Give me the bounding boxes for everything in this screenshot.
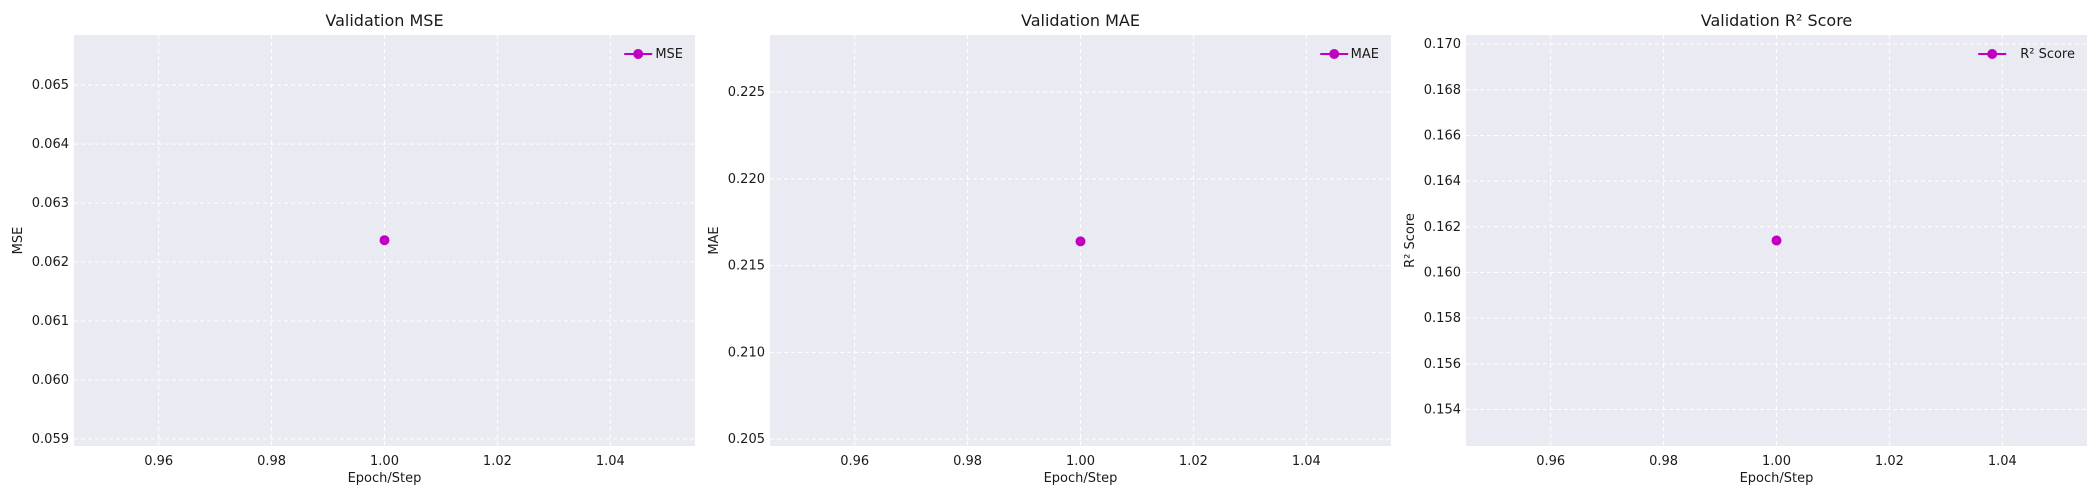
- x-tick-label: 1.00: [1066, 454, 1095, 469]
- y-tick-label: 0.162: [1424, 220, 1461, 235]
- x-tick-label: 0.96: [1536, 454, 1565, 469]
- y-axis-label: MSE: [11, 227, 26, 255]
- y-tick-label: 0.065: [32, 78, 69, 93]
- y-tick-label: 0.160: [1424, 265, 1461, 280]
- chart-panel-2: 0.96 0.98 1.00 1.02 1.04 0.205 0.210 0.215 0.220…: [707, 11, 1391, 486]
- y-tick-label: 0.225: [728, 85, 765, 100]
- chart-panel-1: 0.96 0.98 1.00 1.02 1.04 0.059 0.060 0.061 0.062…: [11, 11, 695, 486]
- legend-marker: [633, 49, 644, 59]
- x-tick-label: 0.96: [144, 454, 173, 469]
- y-tick-label: 0.060: [32, 373, 69, 388]
- x-tick-label: 0.98: [257, 454, 286, 469]
- legend-label: MSE: [655, 47, 683, 62]
- y-tick-label: 0.154: [1424, 402, 1461, 417]
- x-tick-label: 1.00: [1762, 454, 1791, 469]
- y-tick-label: 0.164: [1424, 174, 1461, 189]
- legend-label: R² Score: [2020, 47, 2075, 62]
- y-tick-label: 0.215: [728, 259, 765, 274]
- chart-title: Validation MSE: [325, 11, 443, 30]
- data-point: [1771, 235, 1782, 246]
- x-tick-label: 1.00: [370, 454, 399, 469]
- x-tick-label: 1.02: [1179, 454, 1208, 469]
- x-tick-label: 0.96: [840, 454, 869, 469]
- y-tick-label: 0.220: [728, 172, 765, 187]
- y-axis-label: MAE: [707, 226, 722, 254]
- x-tick-label: 1.04: [1292, 454, 1321, 469]
- y-tick-label: 0.205: [728, 432, 765, 447]
- x-axis-label: Epoch/Step: [348, 471, 422, 486]
- data-point: [379, 235, 390, 246]
- x-axis-label: Epoch/Step: [1740, 471, 1814, 486]
- x-axis-label: Epoch/Step: [1044, 471, 1118, 486]
- y-tick-label: 0.168: [1424, 83, 1461, 98]
- x-tick-label: 1.04: [1988, 454, 2017, 469]
- y-tick-label: 0.063: [32, 196, 69, 211]
- x-tick-label: 1.04: [596, 454, 625, 469]
- y-tick-label: 0.156: [1424, 357, 1461, 372]
- x-tick-label: 1.02: [483, 454, 512, 469]
- chart-panel-3: 0.96 0.98 1.00 1.02 1.04 0.154 0.156 0.158 0.160…: [1403, 11, 2087, 486]
- y-tick-label: 0.061: [32, 314, 69, 329]
- data-point: [1075, 236, 1086, 247]
- y-tick-label: 0.166: [1424, 128, 1461, 143]
- y-tick-label: 0.170: [1424, 37, 1461, 52]
- legend-label: MAE: [1351, 47, 1379, 62]
- chart-title: Validation R² Score: [1701, 11, 1853, 30]
- y-tick-label: 0.158: [1424, 311, 1461, 326]
- chart-title: Validation MAE: [1021, 11, 1140, 30]
- x-tick-label: 0.98: [953, 454, 982, 469]
- legend-marker: [1987, 49, 1998, 59]
- y-tick-label: 0.059: [32, 432, 69, 447]
- x-tick-label: 0.98: [1649, 454, 1678, 469]
- y-tick-label: 0.062: [32, 255, 69, 270]
- y-tick-label: 0.064: [32, 137, 69, 152]
- y-tick-label: 0.210: [728, 345, 765, 360]
- legend-marker: [1329, 49, 1340, 59]
- x-tick-label: 1.02: [1875, 454, 1904, 469]
- y-axis-label: R² Score: [1403, 213, 1418, 268]
